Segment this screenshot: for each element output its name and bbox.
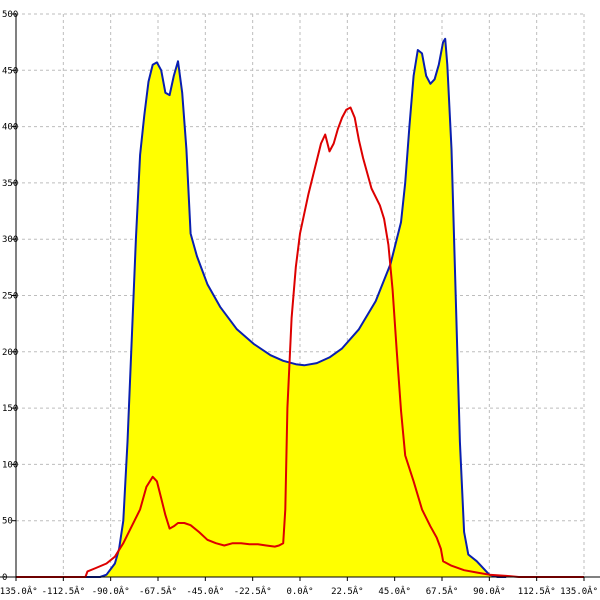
x-tick-label: 135.0Â° [560,585,598,597]
y-tick-label: 200 [2,348,18,358]
y-tick-label: 0 [2,573,7,583]
x-tick-label: -135.0Â° [0,585,38,597]
series-1-area [85,38,507,578]
x-tick-label: 112.5Â° [518,585,556,597]
x-tick-label: -45.0Â° [186,585,224,597]
x-tick-label: -22.5Â° [234,585,272,597]
y-tick-label: 350 [2,179,18,189]
series-1-line [85,37,507,578]
chart-axes [0,13,600,581]
series-fills [85,38,507,578]
y-tick-label: 500 [2,10,18,20]
series-lines [16,37,584,578]
y-tick-label: 450 [2,66,18,76]
x-tick-label: 45.0Â° [378,585,411,597]
tick-labels: -135.0Â° -112.5Â° -90.0Â° -67.5Â° -45.0Â° -22… [0,10,598,597]
y-tick-label: 400 [2,123,18,133]
y-tick-label: 150 [2,404,18,414]
x-tick-label: 0.0Â° [286,585,313,597]
series-2-line [16,106,584,578]
x-tick-label: -67.5Â° [139,585,177,597]
y-tick-label: 250 [2,292,18,302]
y-tick-label: 50 [2,517,13,527]
y-tick-label: 100 [2,460,18,470]
x-tick-label: -90.0Â° [92,585,130,597]
x-tick-label: -112.5Â° [42,585,85,597]
y-tick-label: 300 [2,235,18,245]
x-tick-label: 90.0Â° [473,585,506,597]
x-tick-label: 22.5Â° [331,585,364,597]
x-tick-label: 67.5Â° [426,585,459,597]
